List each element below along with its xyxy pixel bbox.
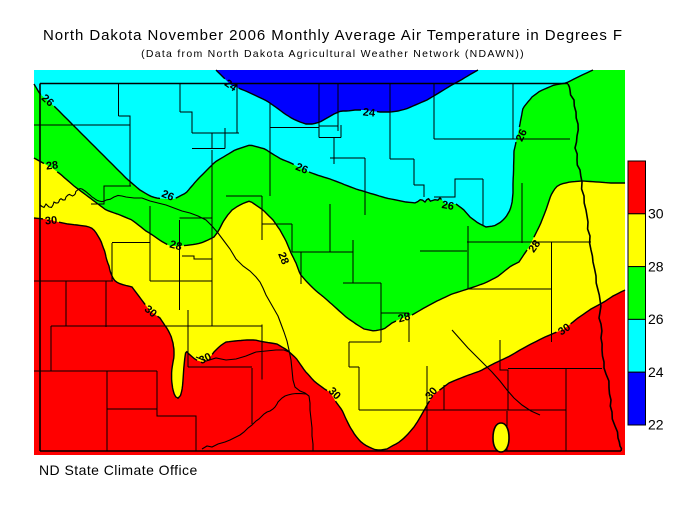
svg-text:28: 28 xyxy=(397,311,412,326)
svg-text:30: 30 xyxy=(44,214,57,227)
svg-text:26: 26 xyxy=(514,127,530,143)
svg-text:26: 26 xyxy=(648,311,664,327)
svg-text:26: 26 xyxy=(441,199,455,213)
svg-text:28: 28 xyxy=(275,250,291,266)
svg-text:(Data from North Dakota Agricu: (Data from North Dakota Agricultural Wea… xyxy=(141,48,525,60)
svg-text:30: 30 xyxy=(556,321,573,338)
svg-text:30: 30 xyxy=(648,206,664,222)
svg-text:26: 26 xyxy=(294,161,310,177)
svg-text:28: 28 xyxy=(526,238,543,255)
svg-text:28: 28 xyxy=(168,239,183,254)
svg-text:ND State Climate Office: ND State Climate Office xyxy=(39,462,198,478)
svg-text:North Dakota November 2006 Mon: North Dakota November 2006 Monthly Avera… xyxy=(43,27,623,44)
svg-text:26: 26 xyxy=(160,188,176,204)
svg-text:22: 22 xyxy=(648,417,664,433)
svg-text:28: 28 xyxy=(648,258,664,274)
svg-text:30: 30 xyxy=(197,351,213,367)
svg-text:28: 28 xyxy=(45,159,58,172)
svg-text:24: 24 xyxy=(648,364,664,380)
svg-text:24: 24 xyxy=(362,106,376,119)
